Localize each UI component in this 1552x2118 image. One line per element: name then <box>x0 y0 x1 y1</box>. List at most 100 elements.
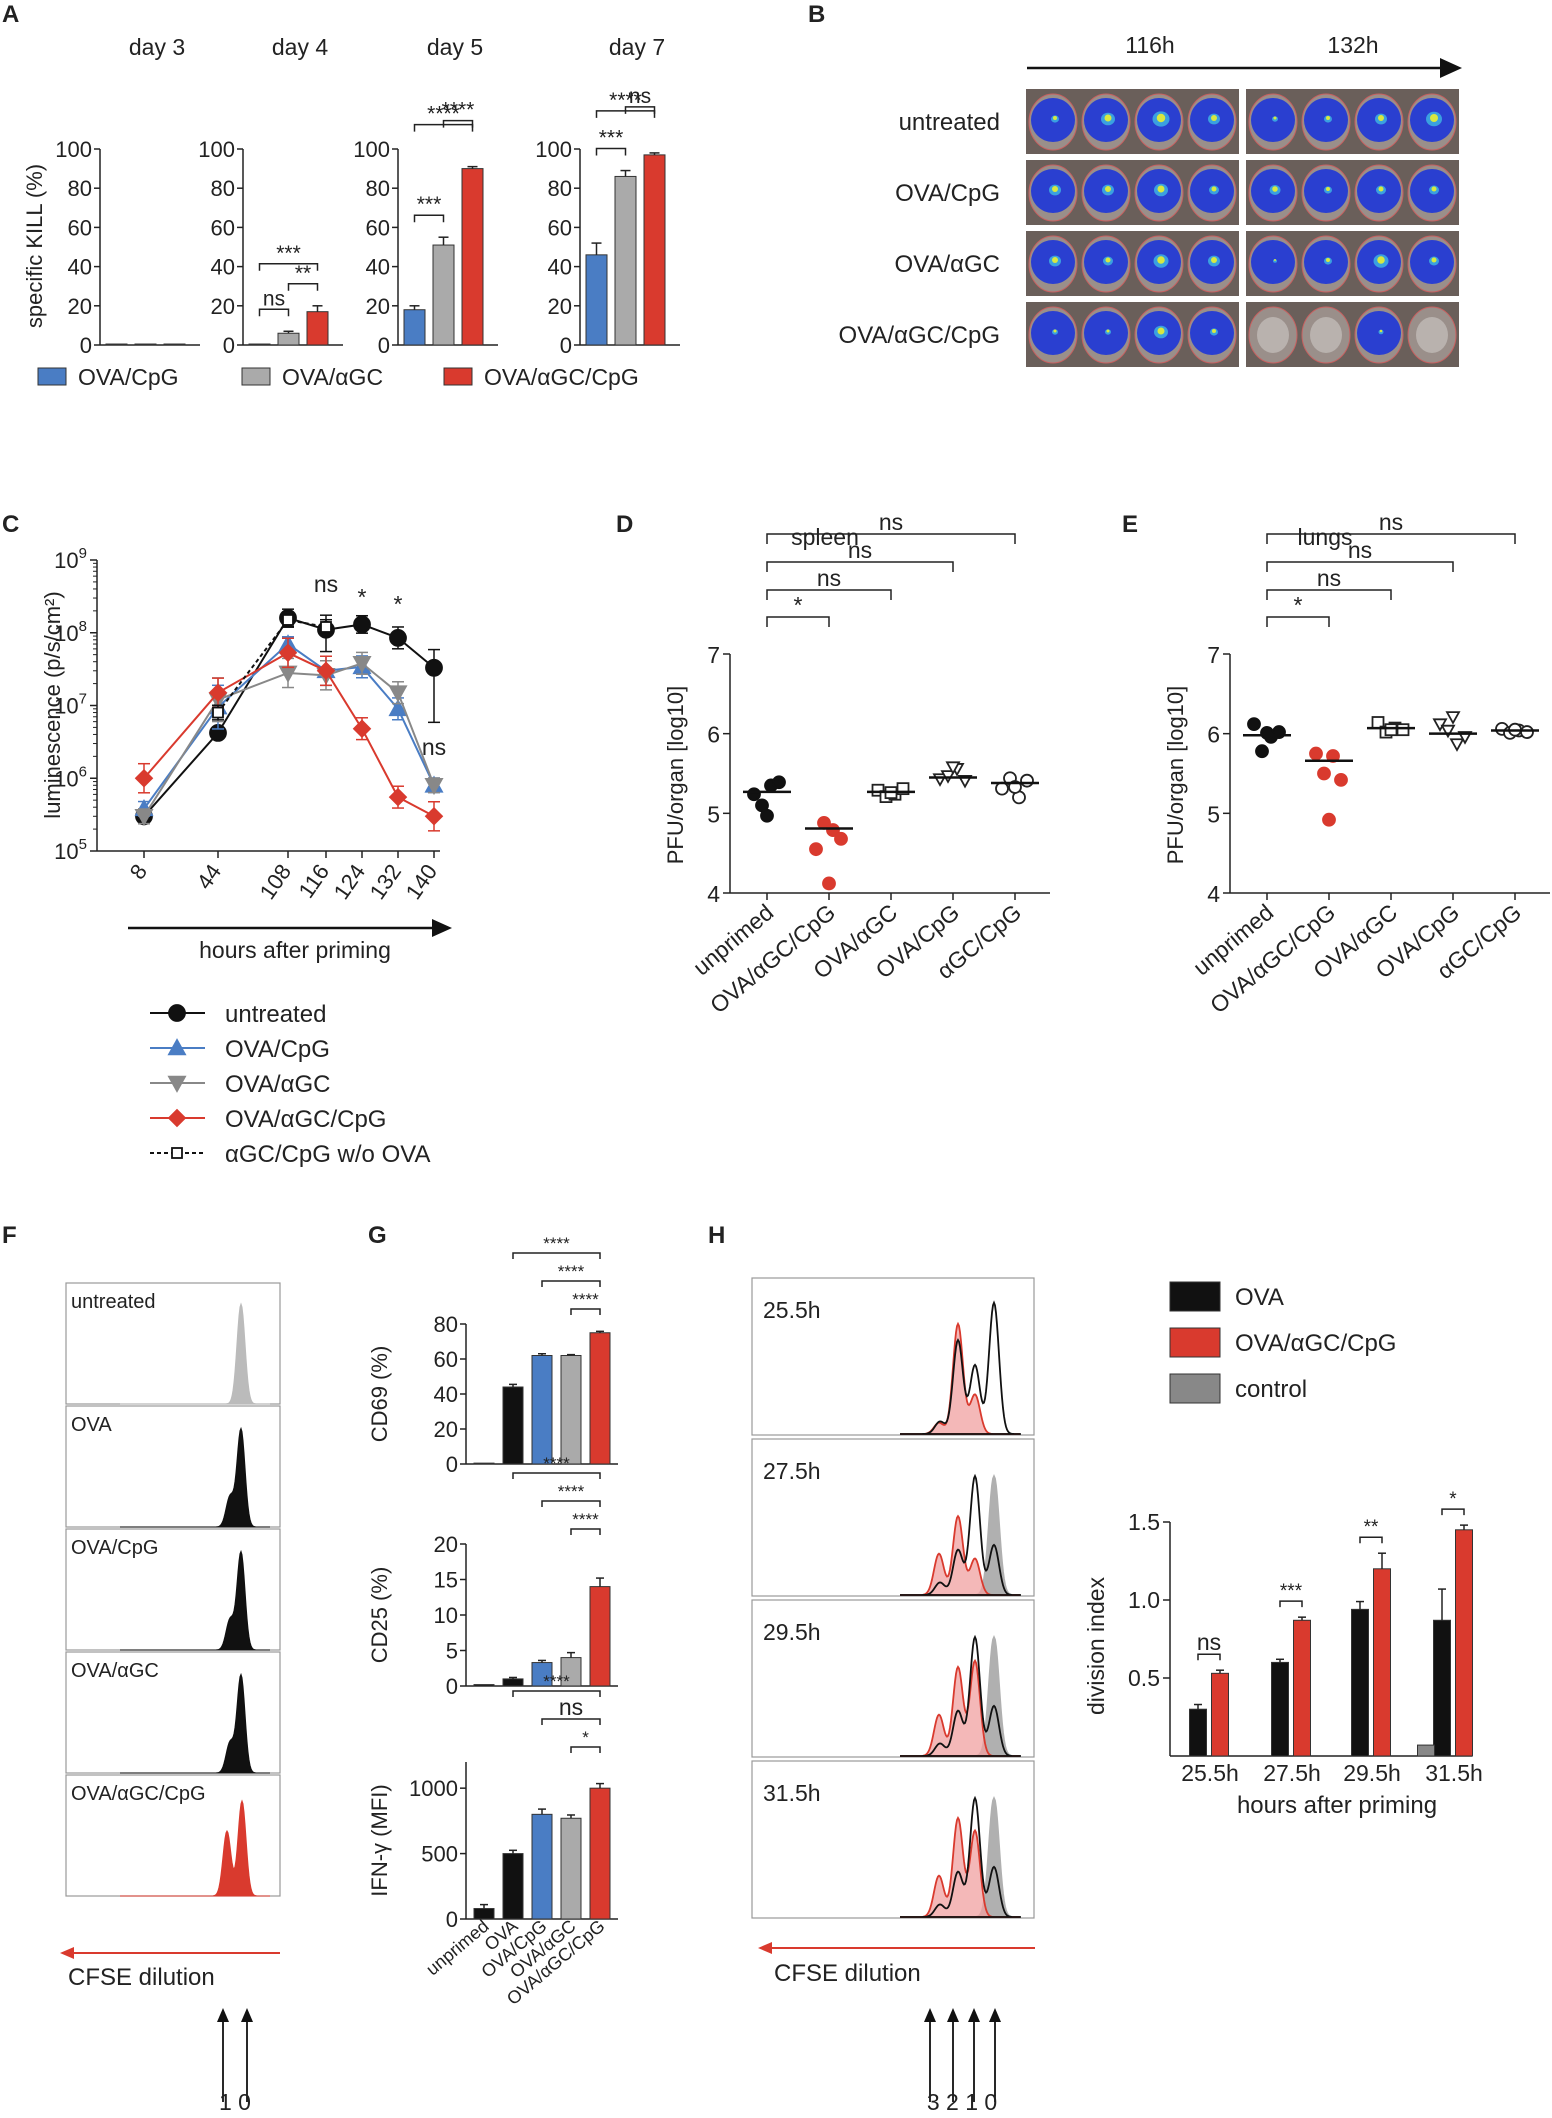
panel-a-specific-kill: specific KILL (%) day 3 0 20 40 60 80 100 day 4 0… <box>22 34 680 390</box>
c-point <box>353 615 371 634</box>
b-signal-hot <box>1053 329 1057 333</box>
c-legend-marker <box>168 1004 186 1022</box>
a-bar <box>614 175 637 346</box>
h-bar <box>1293 1619 1311 1757</box>
b-image-strip <box>1246 302 1459 367</box>
d-sig-label: * <box>794 592 803 618</box>
f-division-arrowhead <box>241 2008 253 2022</box>
h-division-labels: 3 2 1 0 <box>927 2089 997 2115</box>
b-signal-hot <box>1157 256 1165 264</box>
g-sig-bracket <box>512 1472 601 1479</box>
a-sig-bracket <box>413 214 445 223</box>
d-point <box>747 787 761 802</box>
d-point <box>760 808 774 823</box>
h-division-arrowhead <box>947 2008 959 2022</box>
b-signal-hot <box>1378 186 1384 192</box>
panel-label-D: D <box>616 511 633 538</box>
a-sig-bracket <box>258 263 319 271</box>
a-sig-label: ns <box>263 287 285 310</box>
panel-label-H: H <box>708 1222 725 1249</box>
b-signal-hot <box>1052 257 1058 263</box>
c-point <box>282 614 294 626</box>
d-sig-bracket <box>766 561 954 572</box>
f-histogram-label: OVA/αGC <box>71 1660 159 1682</box>
h-division-arrowhead <box>989 2008 1001 2022</box>
h-histogram-label: 29.5h <box>763 1619 821 1645</box>
a-legend-swatch <box>443 367 473 386</box>
h-bar <box>1433 1619 1451 1757</box>
g-ytick-label: 1000 <box>409 1776 458 1801</box>
d-sig-label: ns <box>879 509 903 535</box>
a-ytick-label: 100 <box>198 137 235 162</box>
h-bar <box>1271 1661 1289 1757</box>
f-cfse-arrowhead <box>60 1947 74 1959</box>
c-point <box>134 768 154 788</box>
c-xtick-label: 116 <box>293 860 334 903</box>
e-point <box>1322 812 1336 827</box>
h-bar <box>1189 1708 1207 1757</box>
f-histogram: OVA/CpG <box>65 1528 281 1651</box>
d-point <box>945 761 961 775</box>
b-signal-hot <box>1212 329 1216 333</box>
c-ytick-label: 106 <box>54 763 87 791</box>
a-ytick-label: 60 <box>211 215 235 240</box>
a-ytick-label: 0 <box>80 333 92 358</box>
b-timepoint-label: 116h <box>1125 32 1174 58</box>
b-image-strip <box>1026 89 1239 154</box>
b-signal-hot <box>1431 186 1437 192</box>
b-signal-hot <box>1378 115 1384 121</box>
h-ova-curve <box>900 1473 1020 1596</box>
h-legend-swatch <box>1169 1281 1221 1312</box>
c-point <box>388 685 408 703</box>
c-point <box>316 661 336 681</box>
c-point <box>425 658 443 677</box>
c-legend-marker <box>167 1108 187 1128</box>
a-ytick-label: 40 <box>366 255 390 280</box>
b-signal-hot <box>1211 257 1217 263</box>
b-signal-hot <box>1156 113 1166 123</box>
a-ytick-label: 0 <box>378 333 390 358</box>
a-legend-swatch <box>37 367 67 386</box>
e-ytick-label: 6 <box>1207 722 1220 748</box>
g-sig-label: **** <box>558 1482 585 1501</box>
f-histogram-label: OVA/αGC/CpG <box>71 1783 206 1805</box>
a-ytick-label: 80 <box>211 176 235 201</box>
f-cfse-label: CFSE dilution <box>68 1964 215 1991</box>
g-sig-label: **** <box>543 1234 570 1253</box>
b-no-signal <box>1416 317 1448 353</box>
a-ytick-label: 0 <box>560 333 572 358</box>
c-ytick-label: 107 <box>54 691 87 719</box>
a-group-1: day 4 0 20 40 60 80 100 ** ns *** <box>198 34 343 358</box>
f-histogram: untreated <box>65 1282 281 1405</box>
d-point <box>772 775 786 790</box>
c-xtick-label: 140 <box>401 860 443 904</box>
b-signal-hot <box>1379 329 1383 333</box>
c-series-1 <box>134 634 444 817</box>
b-signal-hot <box>1326 187 1330 191</box>
d-sig-bracket <box>766 616 830 627</box>
g-sig-bracket <box>570 1528 601 1535</box>
b-row-label: OVA/αGC/CpG <box>839 322 1000 349</box>
f-histogram: OVA/αGC/CpG <box>65 1774 281 1897</box>
a-legend-swatch <box>241 367 271 386</box>
h-ova-curve <box>900 1634 1020 1757</box>
g-bar <box>502 1678 524 1687</box>
b-time-arrowhead <box>1440 58 1462 78</box>
panel-label-C: C <box>2 511 19 538</box>
a-ytick-label: 100 <box>353 137 390 162</box>
g-bar <box>589 1586 611 1687</box>
b-signal-hot <box>1105 186 1111 192</box>
c-point <box>352 656 372 674</box>
c-annotation: ns <box>422 734 446 760</box>
g-bar <box>589 1787 611 1920</box>
a-group-0: day 3 0 20 40 60 80 100 <box>55 34 200 358</box>
b-signal-hot <box>1326 258 1330 262</box>
g-sig-label: **** <box>558 1262 585 1281</box>
d-point <box>809 842 823 857</box>
h-legend-swatch <box>1169 1327 1221 1358</box>
b-signal-hot <box>1104 114 1112 122</box>
e-ytick-label: 4 <box>1207 881 1220 907</box>
e-sig-label: * <box>1294 592 1303 618</box>
